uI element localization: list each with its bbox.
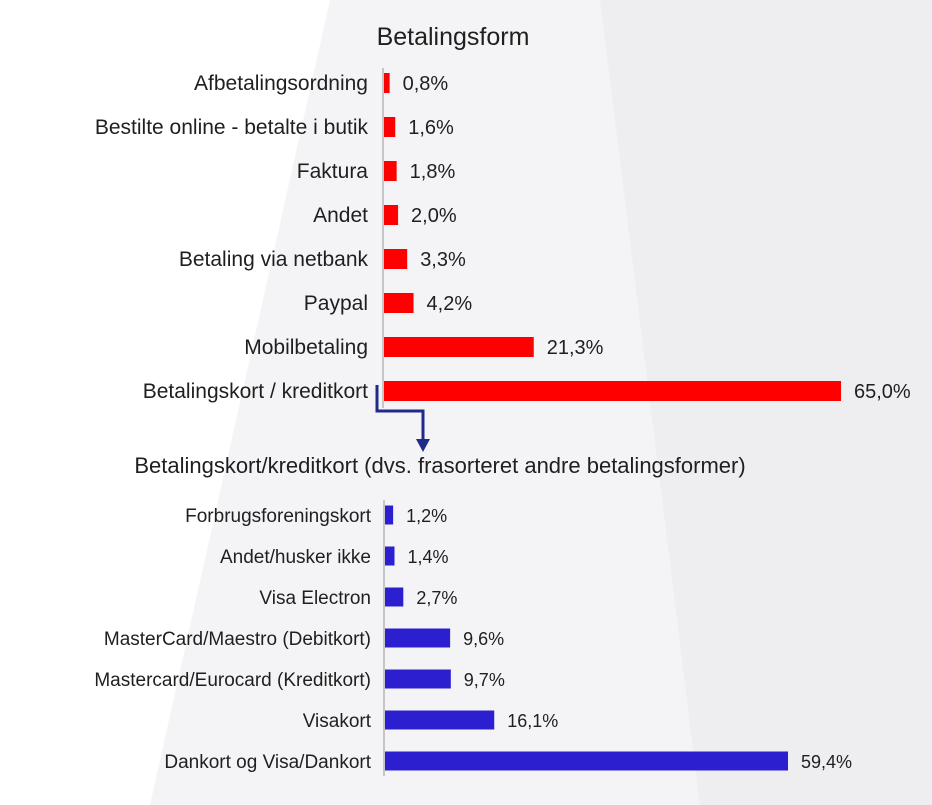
connector-arrowhead [416, 439, 430, 452]
bar-2-4 [385, 628, 451, 648]
bar-1-4 [384, 205, 399, 225]
value-label-2-5: 9,7% [464, 670, 505, 690]
value-label-1-3: 1,8% [410, 161, 456, 183]
bar-1-8 [384, 381, 841, 401]
chart-title-2: Betalingskort/kreditkort (dvs. frasorter… [134, 453, 745, 478]
bar-1-5 [384, 249, 408, 269]
bar-2-7 [385, 751, 788, 771]
bar-1-1 [384, 73, 390, 93]
value-label-1-4: 2,0% [411, 205, 457, 227]
bar-2-5 [385, 669, 451, 689]
category-label-1-4: Andet [313, 204, 368, 227]
value-label-1-7: 21,3% [547, 337, 604, 359]
value-label-2-4: 9,6% [463, 629, 504, 649]
value-label-2-6: 16,1% [507, 711, 558, 731]
category-label-1-6: Paypal [304, 292, 368, 315]
category-label-2-1: Forbrugsforeningskort [185, 506, 372, 527]
value-label-2-1: 1,2% [406, 506, 447, 526]
category-label-2-5: Mastercard/Eurocard (Kreditkort) [94, 670, 371, 691]
category-label-1-5: Betaling via netbank [179, 248, 369, 271]
category-label-1-8: Betalingskort / kreditkort [143, 380, 368, 403]
bar-2-2 [385, 546, 395, 566]
category-label-2-2: Andet/husker ikke [220, 547, 371, 568]
category-label-1-3: Faktura [297, 160, 369, 183]
chart-title-1: Betalingsform [377, 23, 530, 51]
bar-1-3 [384, 161, 397, 181]
bar-2-1 [385, 505, 394, 525]
background-shape-2 [600, 0, 932, 805]
bar-1-7 [384, 337, 534, 357]
bar-2-6 [385, 710, 495, 730]
value-label-1-6: 4,2% [427, 293, 473, 315]
category-label-1-1: Afbetalingsordning [194, 72, 368, 95]
bar-1-2 [384, 117, 396, 137]
bar-1-6 [384, 293, 414, 313]
category-label-2-6: Visakort [303, 711, 372, 732]
category-label-1-7: Mobilbetaling [244, 336, 368, 359]
bar-2-3 [385, 587, 404, 607]
category-label-1-2: Bestilte online - betalte i butik [95, 116, 369, 139]
value-label-1-1: 0,8% [403, 73, 449, 95]
value-label-1-5: 3,3% [420, 249, 466, 271]
connector-line [375, 385, 425, 440]
value-label-2-2: 1,4% [407, 547, 448, 567]
value-label-2-7: 59,4% [801, 752, 852, 772]
value-label-2-3: 2,7% [416, 588, 457, 608]
category-label-2-3: Visa Electron [259, 588, 371, 609]
value-label-1-8: 65,0% [854, 381, 911, 403]
value-label-1-2: 1,6% [408, 117, 454, 139]
category-label-2-4: MasterCard/Maestro (Debitkort) [104, 629, 371, 650]
category-label-2-7: Dankort og Visa/Dankort [164, 752, 371, 773]
